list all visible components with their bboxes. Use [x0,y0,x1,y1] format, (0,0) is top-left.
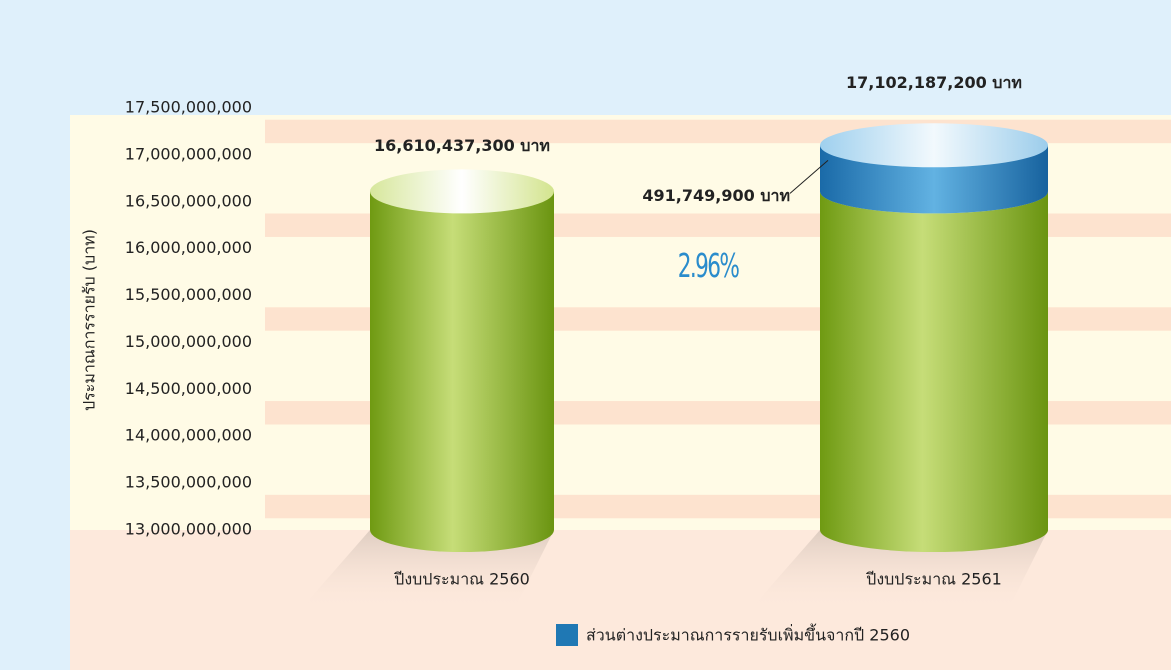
y-tick-label: 13,000,000,000 [125,520,252,539]
y-tick-label: 13,500,000,000 [125,473,252,492]
percent-label: 2.96% [678,246,740,285]
bar-bottom [370,508,554,552]
bar-bottom [820,508,1048,552]
y-tick-label: 14,000,000,000 [125,426,252,445]
bar [370,191,554,531]
y-tick-label: 16,500,000,000 [125,191,252,210]
leader-line [789,159,829,194]
x-tick-label: ปีงบประมาณ 2560 [394,570,530,589]
total-label: 17,102,187,200 บาท [846,73,1022,92]
value-label: 16,610,437,300 บาท [374,136,550,155]
legend-swatch [556,624,578,646]
y-tick-label: 15,000,000,000 [125,332,252,351]
value-label: 491,749,900 บาท [642,186,790,205]
bar-top [820,123,1048,168]
y-tick-label: 15,500,000,000 [125,285,252,304]
bar-top [370,169,554,214]
y-tick-label: 17,000,000,000 [125,144,252,163]
y-axis-label: ประมาณการรายรับ (บาท) [80,229,99,411]
bar [820,191,1048,531]
y-tick-label: 14,500,000,000 [125,379,252,398]
bar-bottom [820,169,1048,214]
x-tick-label: ปีงบประมาณ 2561 [866,570,1002,589]
legend-label: ส่วนต่างประมาณการรายรับเพิ่มขึ้นจากปี 25… [586,624,910,645]
y-tick-label: 17,500,000,000 [125,98,252,117]
y-tick-label: 16,000,000,000 [125,238,252,257]
